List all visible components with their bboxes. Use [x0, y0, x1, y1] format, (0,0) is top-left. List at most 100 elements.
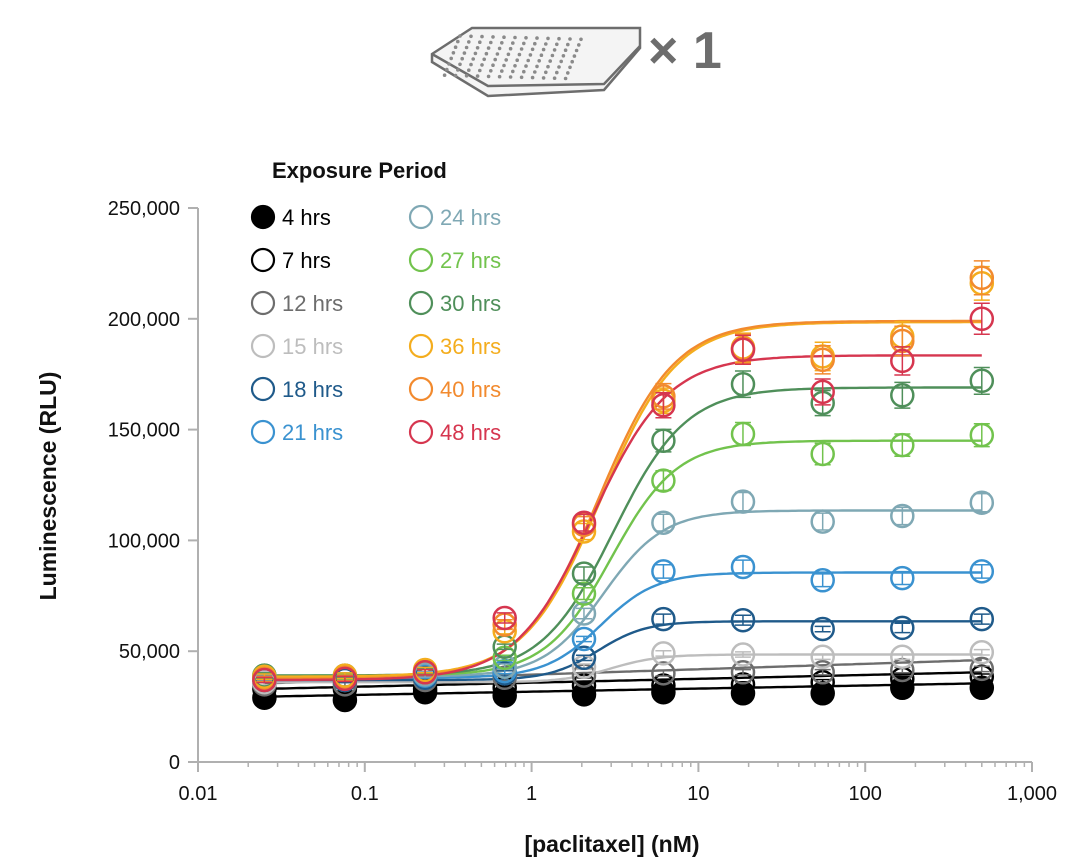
data-point — [651, 468, 676, 493]
plate-well — [530, 75, 535, 80]
legend: 4 hrs 7 hrs 12 hrs 15 hrs 18 hrs 21 hrs 24 hrs… — [250, 204, 501, 445]
data-point — [730, 642, 756, 667]
data-point — [890, 644, 915, 669]
plate-well — [570, 59, 574, 64]
plate-well — [453, 73, 458, 78]
plate-well — [535, 36, 539, 40]
plate-well — [524, 64, 528, 68]
plate-well — [511, 69, 515, 74]
plate-icon — [430, 26, 642, 98]
plate-well — [550, 53, 555, 58]
plate-well — [464, 45, 469, 50]
legend-marker — [250, 204, 276, 230]
y-tick-label: 200,000 — [108, 309, 180, 331]
plate-well — [522, 41, 526, 46]
plate-well — [500, 41, 504, 45]
plate-well — [528, 53, 533, 57]
plate-well — [497, 74, 502, 79]
fit-curve — [264, 571, 982, 679]
plate-well — [522, 69, 526, 74]
x-tick-label: 100 — [849, 783, 882, 805]
legend-label: 21 hrs — [282, 420, 343, 445]
plate-well — [563, 76, 568, 81]
plate-well — [513, 64, 517, 68]
data-point — [969, 559, 995, 584]
plate-well — [478, 68, 482, 73]
legend-label: 12 hrs — [282, 291, 343, 316]
fit-curve — [264, 386, 982, 677]
data-point — [969, 606, 995, 632]
fit-curve — [264, 320, 982, 678]
plate-well — [478, 40, 482, 44]
fit-curves — [264, 319, 982, 698]
plate-well — [559, 59, 563, 64]
plate-well — [566, 42, 570, 47]
plate-well — [568, 65, 572, 70]
data-point — [810, 660, 835, 685]
data-point — [969, 640, 995, 665]
fit-curve — [264, 682, 982, 698]
data-point — [969, 306, 995, 332]
y-tick-label: 100,000 — [108, 530, 180, 552]
plate-well — [519, 47, 524, 51]
plate-well — [552, 48, 557, 52]
plate-well — [568, 37, 572, 41]
plate-well — [555, 70, 559, 75]
fit-curve — [264, 653, 982, 684]
plate-well — [464, 74, 469, 78]
plate-well — [475, 74, 480, 78]
data-point — [252, 667, 277, 693]
data-point — [651, 559, 676, 584]
legend-marker — [250, 419, 276, 445]
plate-well — [451, 51, 456, 55]
plate-well — [557, 36, 561, 41]
plate-well — [469, 62, 473, 67]
data-point — [969, 422, 995, 448]
legend-marker — [250, 290, 276, 316]
plate-well — [471, 57, 476, 61]
plate-well — [456, 39, 460, 44]
plate-well — [486, 46, 491, 50]
legend-label: 40 hrs — [440, 377, 501, 402]
legend-marker — [408, 419, 434, 445]
legend-marker — [408, 247, 434, 273]
data-point — [492, 605, 517, 631]
plate-well — [541, 47, 546, 52]
plate-well — [460, 56, 465, 61]
data-point — [890, 348, 915, 374]
data-point — [651, 641, 676, 666]
x-tick-label: 0.1 — [351, 783, 379, 805]
x-tick-label: 10 — [687, 783, 709, 805]
y-tick-label: 0 — [169, 752, 180, 774]
plate-well — [486, 74, 491, 79]
data-point — [810, 509, 835, 534]
plate-well — [519, 75, 524, 80]
data-point — [651, 661, 676, 686]
plate-well — [513, 35, 517, 40]
plate-well — [489, 40, 493, 45]
plate-well — [530, 47, 535, 52]
legend-marker — [408, 290, 434, 316]
plate-multiplier: × 1 — [648, 22, 722, 80]
plate-well — [555, 42, 559, 47]
plate-well — [475, 46, 480, 50]
fit-curve — [264, 319, 982, 680]
data-point — [571, 645, 597, 671]
plate-well — [524, 36, 528, 40]
fit-curve — [264, 354, 982, 682]
plate-well — [557, 65, 561, 69]
plate-well — [526, 58, 530, 63]
plate-well — [502, 35, 506, 39]
x-tick-label: 1 — [526, 783, 537, 805]
y-axis-title: Luminescence (RLU) — [35, 372, 61, 601]
data-point — [730, 607, 756, 633]
data-point — [890, 503, 915, 529]
data-point — [571, 561, 597, 586]
data-point — [651, 428, 676, 453]
plate-well — [574, 48, 579, 53]
data-point — [890, 565, 915, 591]
plate-well — [458, 62, 462, 67]
plate-well — [491, 35, 495, 39]
data-point — [730, 371, 756, 397]
